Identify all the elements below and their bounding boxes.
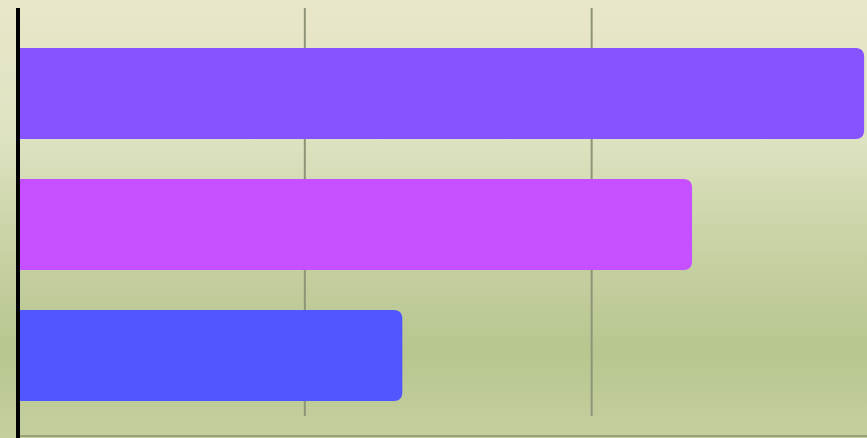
chart [0, 0, 867, 438]
page: (() => { const data = JSON.parse(documen… [0, 0, 867, 438]
bar [18, 179, 692, 270]
bar [18, 48, 864, 139]
bar [18, 310, 402, 401]
